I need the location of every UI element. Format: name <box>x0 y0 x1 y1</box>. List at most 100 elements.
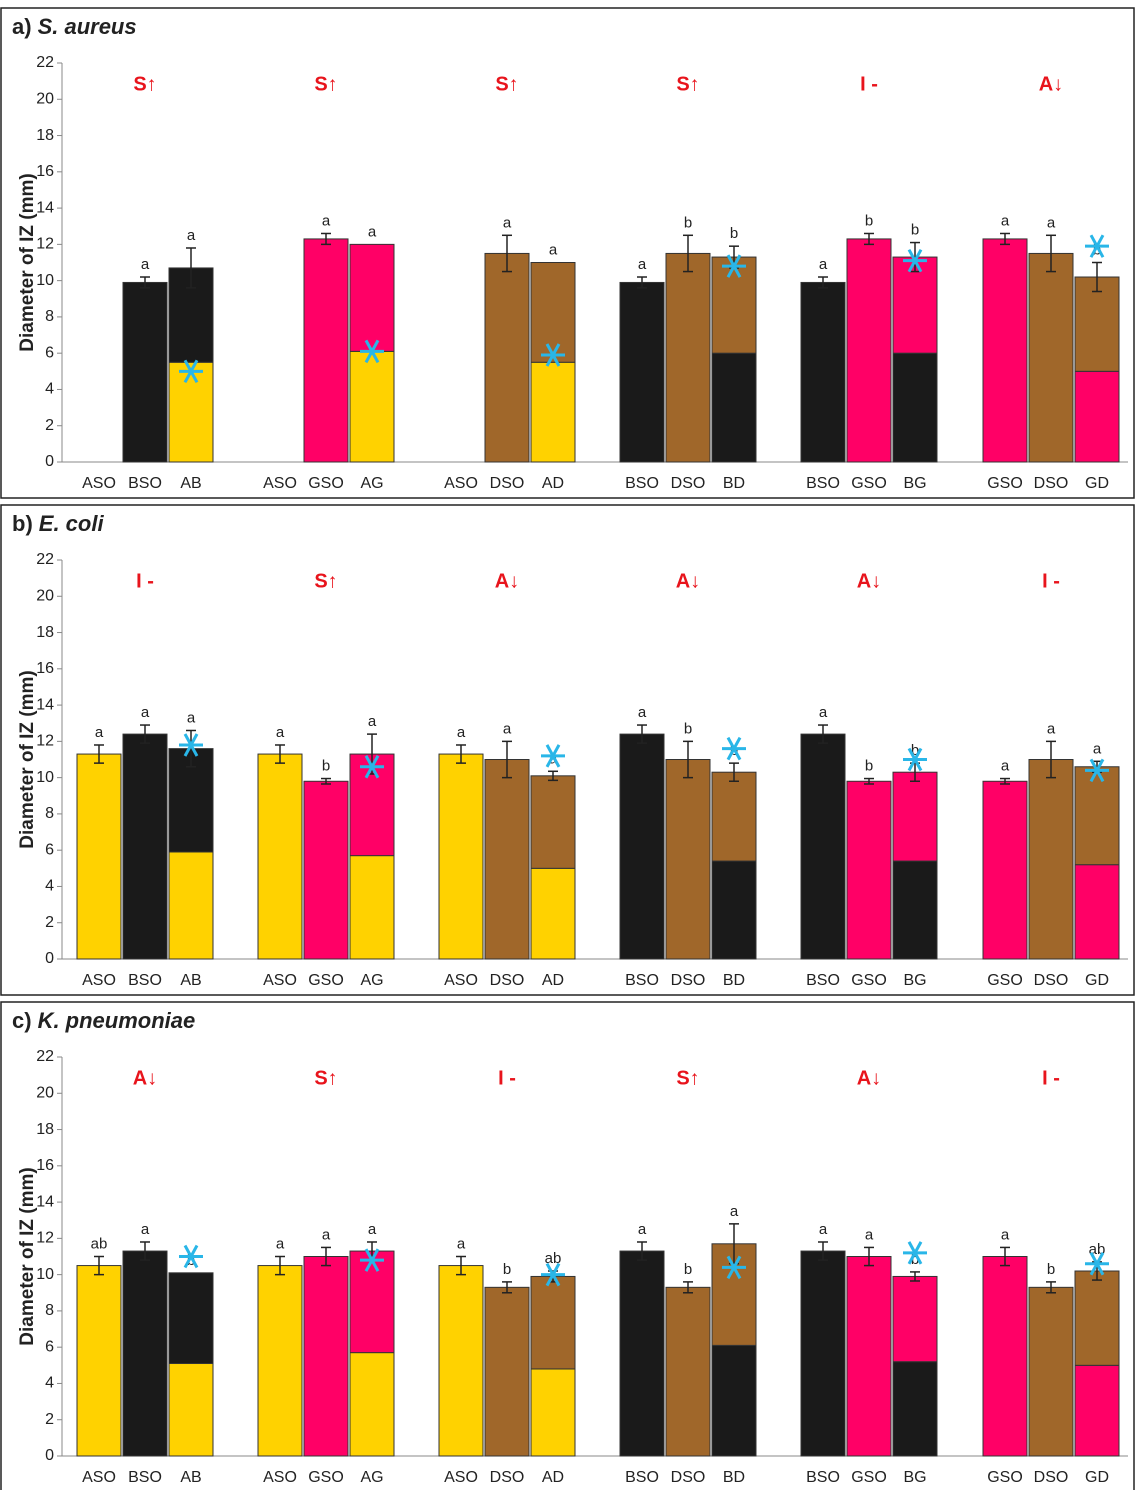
bar-segment <box>77 1266 121 1456</box>
x-tick-label: AB <box>180 475 201 492</box>
x-tick-label: BG <box>903 475 926 492</box>
bar-segment <box>350 351 394 462</box>
y-tick-label: 20 <box>36 587 54 604</box>
bar-segment <box>531 776 575 868</box>
interaction-label: I - <box>1042 570 1060 592</box>
x-tick-label: GSO <box>851 1469 887 1486</box>
bar-segment <box>531 362 575 462</box>
y-tick-label: 2 <box>45 417 54 434</box>
y-tick-label: 4 <box>45 381 54 398</box>
bar-segment <box>485 760 529 960</box>
panel-title: b)E. coli <box>12 511 104 536</box>
bar-segment <box>666 1287 710 1456</box>
bar-segment <box>123 1251 167 1456</box>
bar-segment <box>169 1364 213 1456</box>
significance-letter: a <box>322 1226 331 1243</box>
x-tick-label: GSO <box>987 972 1023 989</box>
panel-title: a)S. aureus <box>12 14 137 39</box>
interaction-label: A↓ <box>133 1067 157 1089</box>
y-tick-label: 8 <box>45 805 54 822</box>
significance-letter: b <box>322 758 330 775</box>
y-tick-label: 0 <box>45 453 54 470</box>
bar-segment <box>712 1345 756 1456</box>
interaction-label: A↓ <box>1039 73 1063 95</box>
panel-letter: b) <box>12 511 33 536</box>
y-tick-label: 6 <box>45 841 54 858</box>
interaction-label: S↑ <box>676 1067 699 1089</box>
x-tick-label: ASO <box>82 475 116 492</box>
y-tick-label: 20 <box>36 1084 54 1101</box>
x-tick-label: ASO <box>82 972 116 989</box>
significance-letter: ab <box>91 1235 108 1252</box>
significance-letter: b <box>684 1261 692 1278</box>
bar-segment <box>123 734 167 959</box>
x-tick-label: BSO <box>128 475 162 492</box>
y-tick-label: 18 <box>36 624 54 641</box>
significance-letter: b <box>911 222 919 239</box>
bar-segment <box>77 754 121 959</box>
significance-letter: b <box>730 225 738 242</box>
y-tick-label: 22 <box>36 54 54 71</box>
significance-letter: a <box>819 1221 828 1238</box>
y-axis-label: Diameter of IZ (mm) <box>17 1167 38 1345</box>
significance-letter: a <box>549 241 558 258</box>
x-tick-label: AG <box>360 1469 383 1486</box>
x-tick-label: AD <box>542 475 564 492</box>
x-tick-label: ASO <box>263 1469 297 1486</box>
bar-segment <box>893 861 937 959</box>
x-tick-label: GD <box>1085 1469 1109 1486</box>
panel-letter: c) <box>12 1008 32 1033</box>
y-tick-label: 6 <box>45 1338 54 1355</box>
bar-segment <box>1029 760 1073 960</box>
x-tick-label: DSO <box>490 972 525 989</box>
bar-segment <box>439 1266 483 1456</box>
bar-segment <box>531 868 575 959</box>
x-tick-label: ASO <box>444 972 478 989</box>
bar-segment <box>1075 371 1119 462</box>
bar-segment <box>258 754 302 959</box>
x-tick-label: ASO <box>263 475 297 492</box>
x-tick-label: DSO <box>490 475 525 492</box>
interaction-label: I - <box>860 73 878 95</box>
significance-letter: a <box>1001 758 1010 775</box>
organism: K. pneumoniae <box>38 1008 196 1033</box>
x-tick-label: BSO <box>128 1469 162 1486</box>
y-tick-label: 16 <box>36 660 54 677</box>
bar-segment <box>350 1353 394 1456</box>
x-tick-label: GSO <box>987 475 1023 492</box>
significance-letter: a <box>638 256 647 273</box>
bar-segment <box>847 1257 891 1457</box>
bar-segment <box>983 781 1027 959</box>
bar-segment <box>169 852 213 959</box>
significance-letter: a <box>276 1235 285 1252</box>
significance-letter: a <box>1001 212 1010 229</box>
y-axis-label: Diameter of IZ (mm) <box>17 173 38 351</box>
significance-letter: a <box>141 1221 150 1238</box>
y-tick-label: 10 <box>36 272 54 289</box>
significance-letter: a <box>503 214 512 231</box>
significance-letter: a <box>368 223 377 240</box>
y-tick-label: 0 <box>45 1447 54 1464</box>
significance-letter: a <box>276 724 285 741</box>
significance-letter: b <box>865 758 873 775</box>
bar-segment <box>485 1287 529 1456</box>
significance-letter: a <box>95 724 104 741</box>
y-tick-label: 16 <box>36 163 54 180</box>
significance-letter: b <box>503 1261 511 1278</box>
panel: a)S. aureusDiameter of IZ (mm)0246810121… <box>1 8 1134 498</box>
x-tick-label: BSO <box>128 972 162 989</box>
bar-segment <box>350 856 394 959</box>
x-tick-label: GD <box>1085 972 1109 989</box>
interaction-label: A↓ <box>495 570 519 592</box>
y-tick-label: 20 <box>36 90 54 107</box>
bar-segment <box>801 282 845 462</box>
y-tick-label: 4 <box>45 878 54 895</box>
x-tick-label: BG <box>903 1469 926 1486</box>
x-tick-label: DSO <box>671 972 706 989</box>
bar-segment <box>1075 1365 1119 1456</box>
significance-letter: a <box>187 227 196 244</box>
bar-segment <box>531 1276 575 1368</box>
bar-segment <box>350 1251 394 1353</box>
bar-segment <box>893 353 937 462</box>
bar-segment <box>712 353 756 462</box>
